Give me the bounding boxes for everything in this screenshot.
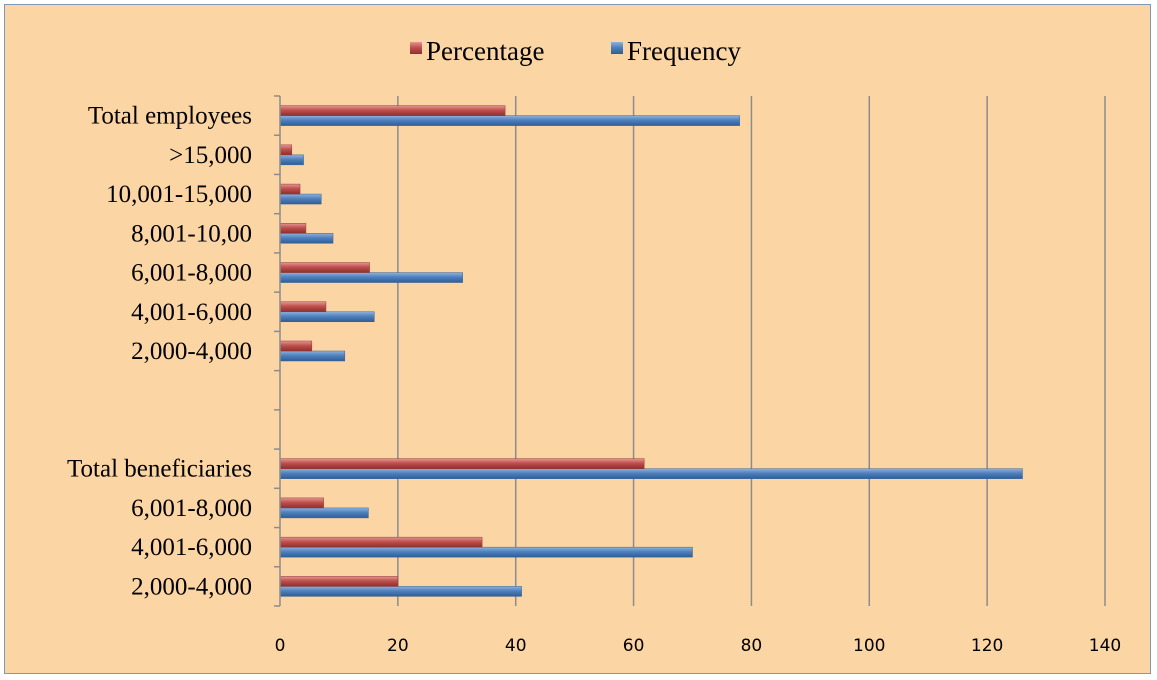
category-label: 6,001-8,000 [131, 260, 252, 287]
bar-percentage [279, 497, 324, 509]
legend-swatch-frequency [611, 42, 623, 54]
legend: Percentage Frequency [410, 36, 741, 66]
bar-frequency [279, 272, 463, 283]
labels: 0 20 40 60 80 100 120 140 2,000-4,000 4,001-6,000… [67, 103, 1121, 656]
x-tick-label: 80 [741, 636, 763, 656]
bar-frequency [279, 193, 322, 205]
bar-frequency [279, 546, 693, 558]
x-tick-label: 0 [275, 636, 286, 656]
bar-percentage [279, 223, 307, 234]
bar-frequency [279, 311, 375, 323]
bar-frequency [279, 115, 740, 126]
x-tick-label: 120 [971, 636, 1003, 656]
bar-percentage [279, 340, 313, 352]
bars [279, 105, 1023, 597]
legend-label-percentage: Percentage [426, 36, 544, 66]
bar-percentage [279, 576, 399, 587]
bar-percentage [279, 301, 327, 313]
x-tick-label: 140 [1089, 636, 1121, 656]
bar-percentage [279, 458, 645, 469]
bar-frequency [279, 233, 334, 244]
category-label: 10,001-15,000 [106, 181, 252, 208]
category-label: Total employees [88, 103, 252, 130]
category-label: 4,001-6,000 [131, 299, 252, 326]
x-tick-label: 40 [505, 636, 527, 656]
category-label: 4,001-6,000 [131, 534, 252, 561]
bar-percentage [279, 262, 370, 273]
bar-frequency [279, 350, 346, 362]
legend-label-frequency: Frequency [627, 36, 741, 66]
bar-frequency [279, 154, 304, 166]
category-label: 2,000-4,000 [131, 338, 252, 365]
bar-percentage [279, 105, 506, 116]
x-tick-label: 20 [387, 636, 409, 656]
category-label: 8,001-10,00 [131, 220, 252, 247]
axes [274, 95, 281, 607]
category-label: 2,000-4,000 [131, 573, 252, 600]
category-label: 6,001-8,000 [131, 495, 252, 522]
bar-frequency [279, 468, 1023, 479]
category-label: Total beneficiaries [67, 456, 252, 483]
gridlines [397, 96, 1106, 606]
x-tick-label: 100 [853, 636, 885, 656]
bar-percentage [279, 536, 483, 548]
bar-frequency [279, 586, 522, 597]
bar-frequency [279, 507, 369, 519]
bar-percentage [279, 183, 301, 195]
category-label: >15,000 [169, 142, 252, 169]
bar-percentage [279, 144, 293, 156]
x-tick-label: 60 [623, 636, 645, 656]
legend-swatch-percentage [410, 42, 422, 54]
